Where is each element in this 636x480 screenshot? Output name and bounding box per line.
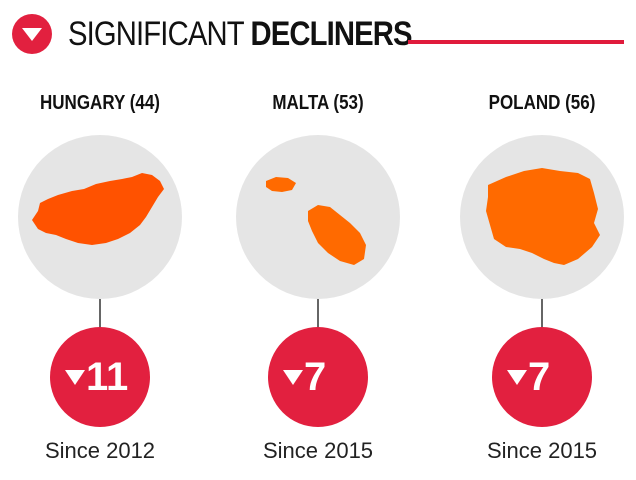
map-circle xyxy=(18,135,182,299)
connector-line xyxy=(99,299,101,329)
since-label: Since 2012 xyxy=(44,438,156,463)
country-card-hungary: HUNGARY (44) 11 Since 2012 xyxy=(0,0,200,480)
country-card-poland: POLAND (56) 7 Since 2015 xyxy=(442,0,636,480)
map-circle xyxy=(460,135,624,299)
down-triangle-icon xyxy=(507,370,527,385)
connector-line xyxy=(317,299,319,329)
country-label: HUNGARY (44) xyxy=(40,92,160,114)
section-header: SIGNIFICANT DECLINERS xyxy=(0,0,636,70)
down-triangle-icon xyxy=(283,370,303,385)
change-value: 7 xyxy=(304,355,327,399)
connector-line xyxy=(541,299,543,329)
change-badge: 7 xyxy=(492,327,592,427)
since-label: Since 2015 xyxy=(262,438,374,463)
map-circle xyxy=(236,135,400,299)
down-triangle-icon xyxy=(65,370,85,385)
hungary-map-icon xyxy=(32,173,164,245)
change-badge: 7 xyxy=(268,327,368,427)
country-label: POLAND (56) xyxy=(488,92,596,114)
change-value: 7 xyxy=(528,355,551,399)
title-bold: DECLINERS xyxy=(250,15,412,53)
country-label: MALTA (53) xyxy=(272,92,364,114)
country-card-malta: MALTA (53) 7 Since 2015 xyxy=(218,0,418,480)
down-triangle-circle-icon xyxy=(12,14,52,54)
malta-map-icon xyxy=(266,177,366,265)
poland-map-icon xyxy=(486,168,600,265)
title-light: SIGNIFICANT xyxy=(68,15,244,53)
page-title: SIGNIFICANT DECLINERS xyxy=(68,14,413,54)
since-label: Since 2015 xyxy=(486,438,598,463)
header-divider xyxy=(408,40,624,44)
change-badge: 11 xyxy=(50,327,150,427)
change-value: 11 xyxy=(86,355,129,399)
